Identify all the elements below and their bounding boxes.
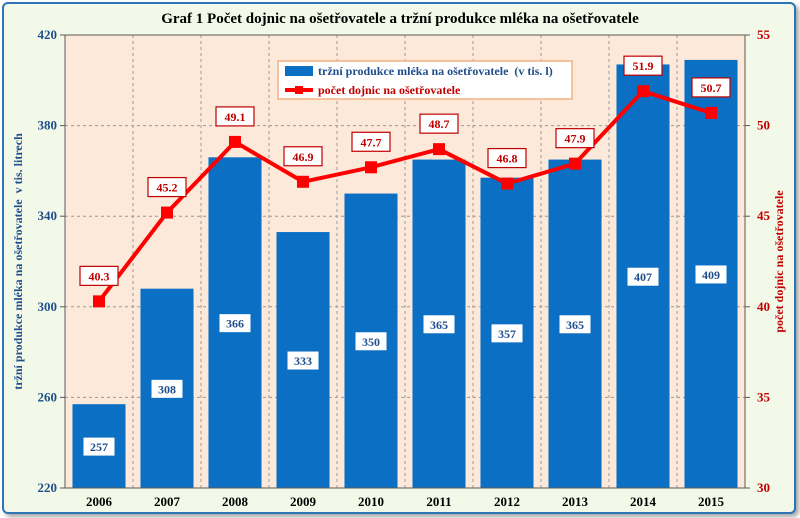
line-value-label: 47.7 [361, 135, 382, 149]
line-label-box [79, 265, 119, 286]
line-point-2015 [705, 106, 717, 119]
x-axis-tick-label: 2014 [630, 494, 657, 509]
left-axis-tick-label: 420 [38, 27, 58, 42]
right-axis-tick-label: 50 [757, 118, 770, 133]
legend-line-label: počet dojnic na ošetřovatele [318, 83, 461, 97]
right-axis-tick-label: 55 [757, 27, 771, 42]
left-axis-tick-label: 260 [38, 389, 58, 404]
line-value-label: 49.1 [225, 110, 246, 124]
line-series-path [97, 89, 712, 303]
x-axis-tick-label: 2009 [290, 494, 317, 509]
x-axis-tick-label: 2008 [222, 494, 249, 509]
bar-value-label: 257 [90, 440, 108, 454]
bar-label-box [150, 378, 184, 399]
bar-value-label: 308 [158, 382, 176, 396]
line-point-2006 [93, 295, 105, 308]
line-label-box [283, 146, 323, 167]
bar-value-label: 333 [294, 354, 312, 368]
right-axis-tick-label: 30 [757, 480, 770, 495]
left-axis-title: tržní produkce mléka na ošetřovatele v t… [11, 133, 25, 390]
line-point-2008 [229, 135, 241, 148]
line-value-label: 47.9 [565, 132, 586, 146]
x-axis-tick-label: 2007 [154, 494, 181, 509]
line-value-label: 51.9 [633, 59, 654, 73]
bar-value-label: 407 [634, 270, 652, 284]
line-label-box [623, 55, 663, 76]
x-axis-tick-label: 2006 [86, 494, 113, 509]
bar-label-box [422, 314, 456, 335]
line-point-2013 [569, 157, 581, 170]
chart-title: Graf 1 Počet dojnic na ošetřovatele a tr… [161, 11, 639, 27]
line-point-2012 [501, 177, 513, 190]
x-axis-tick-label: 2013 [562, 494, 589, 509]
right-axis-title: počet dojnic na ošetřovatele [772, 190, 786, 333]
line-value-label: 48.7 [429, 117, 450, 131]
line-point-2007 [161, 206, 173, 219]
bar-label-box [490, 323, 524, 344]
right-axis-tick-label: 45 [757, 208, 771, 223]
bar-value-label: 366 [226, 317, 244, 331]
bar-value-label: 409 [702, 268, 720, 282]
bar-label-box [286, 350, 320, 371]
bar-label-box [218, 313, 252, 334]
left-axis-tick-label: 300 [38, 299, 58, 314]
line-label-box [487, 147, 527, 169]
right-axis-tick-label: 35 [757, 389, 771, 404]
plot-border [64, 34, 746, 489]
left-axis-tick-label: 220 [38, 480, 58, 495]
bar-label-box [354, 331, 388, 352]
bar-value-label: 357 [498, 327, 516, 341]
line-value-label: 45.2 [157, 181, 178, 195]
left-axis-tick-label: 380 [38, 118, 58, 133]
legend-line-marker [295, 86, 303, 94]
line-point-2009 [297, 175, 309, 188]
bar-value-label: 365 [566, 318, 584, 332]
right-axis-tick-label: 40 [757, 299, 770, 314]
bar-label-box [626, 266, 660, 287]
line-label-box [691, 77, 731, 98]
bar-label-box [694, 264, 728, 285]
x-axis-tick-label: 2010 [358, 494, 384, 509]
x-axis-tick-label: 2011 [426, 494, 451, 509]
bar-value-label: 365 [430, 318, 448, 332]
bar-label-box [82, 436, 116, 457]
x-axis-tick-label: 2012 [494, 494, 520, 509]
x-axis-tick-label: 2015 [698, 494, 725, 509]
line-label-box [555, 128, 595, 149]
line-label-box [147, 176, 187, 198]
line-point-2011 [433, 143, 445, 156]
line-value-label: 46.8 [497, 152, 518, 166]
legend-box [277, 60, 573, 100]
legend-bar-swatch [285, 66, 313, 76]
line-value-label: 50.7 [701, 81, 722, 95]
line-point-2014 [637, 85, 649, 98]
line-point-2010 [365, 161, 377, 174]
legend-bar-label: tržní produkce mléka na ošetřovatele (v … [318, 64, 553, 78]
line-value-label: 46.9 [293, 150, 314, 164]
bar-value-label: 350 [362, 335, 380, 349]
line-label-box [215, 106, 255, 127]
line-label-box [351, 131, 391, 152]
line-value-label: 40.3 [89, 269, 110, 283]
bar-label-box [558, 314, 592, 335]
line-label-box [419, 113, 459, 134]
left-axis-tick-label: 340 [38, 208, 58, 223]
